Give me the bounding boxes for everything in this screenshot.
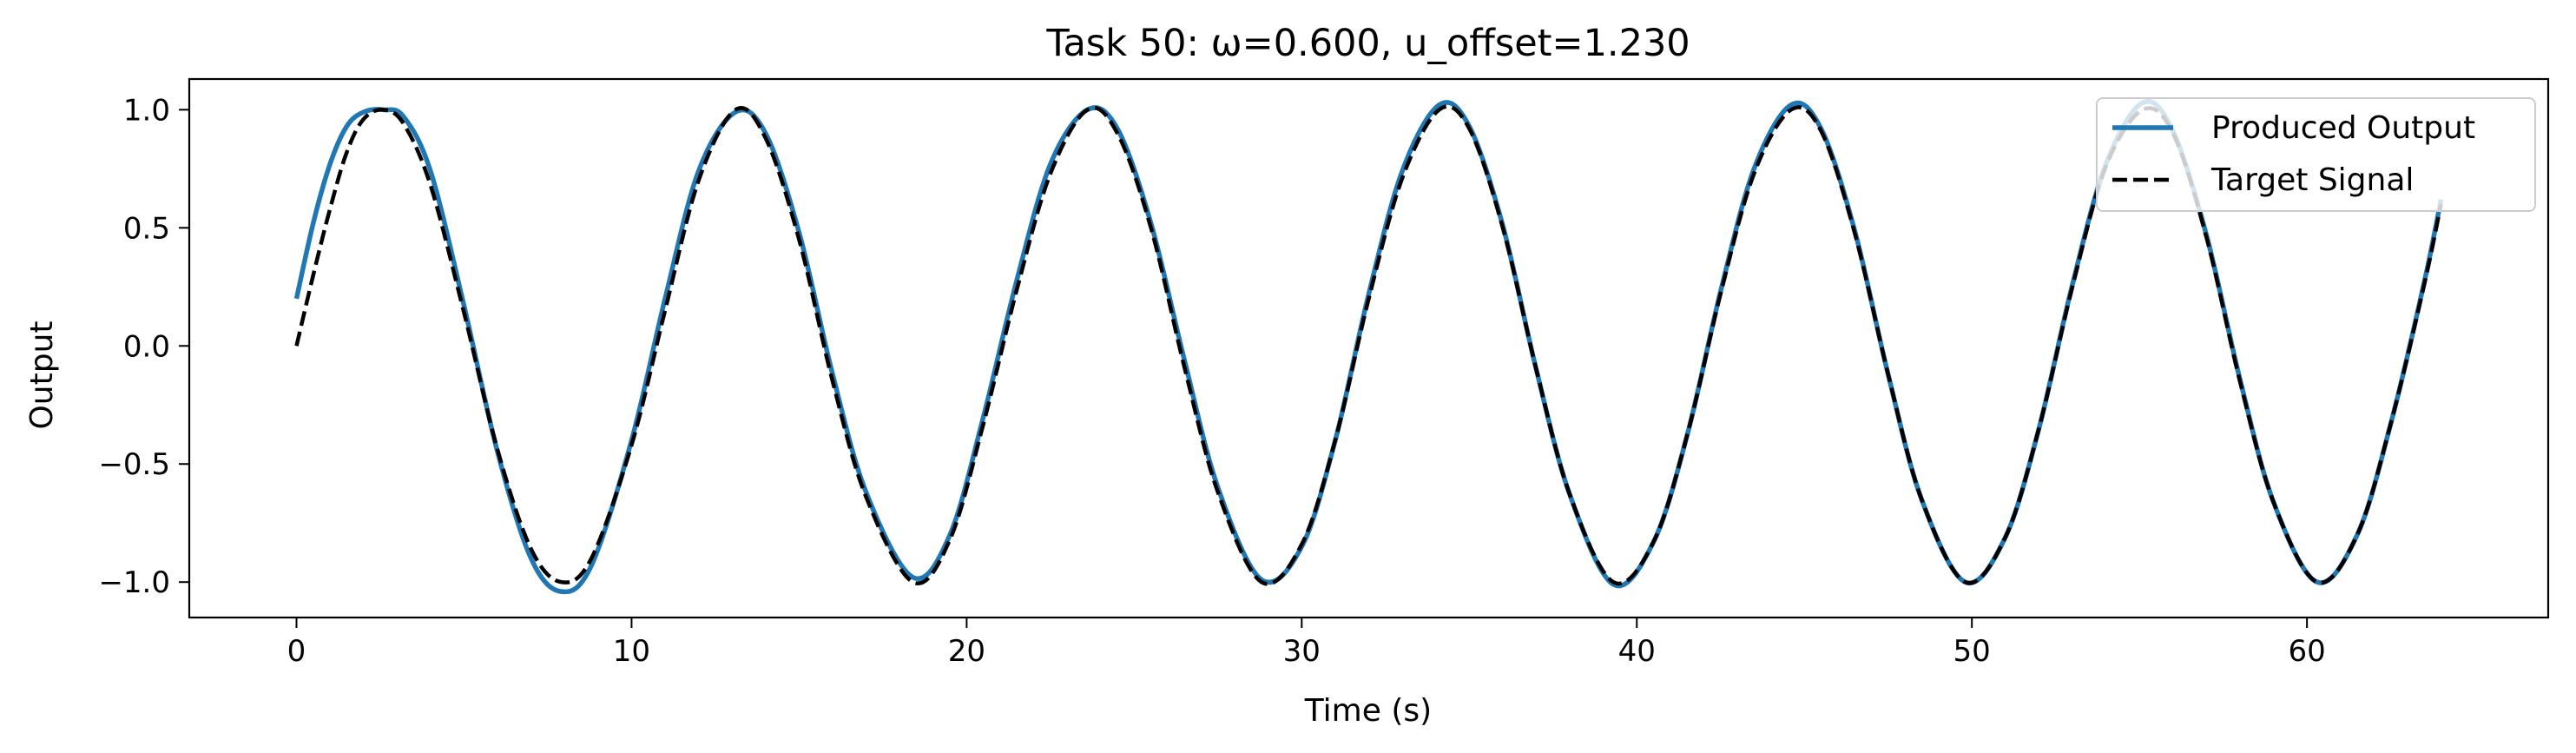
plot-area <box>188 77 2550 619</box>
x-axis-label: Time (s) <box>1304 693 1432 729</box>
x-tick-label: 0 <box>287 634 306 669</box>
x-tick-label: 50 <box>1953 634 1991 669</box>
y-tick-label: 0.0 <box>123 329 170 364</box>
x-axis: 0 10 20 30 40 50 60 <box>287 618 2326 669</box>
y-tick-label: 1.0 <box>123 93 170 128</box>
legend-label: Target Signal <box>2210 162 2414 198</box>
series-target-signal-line <box>294 104 2443 586</box>
series-produced-output-line <box>293 98 2444 595</box>
y-tick-label: 0.5 <box>123 211 170 246</box>
x-tick-label: 60 <box>2288 634 2325 669</box>
legend-label: Produced Output <box>2211 110 2475 146</box>
x-tick-label: 10 <box>613 634 650 669</box>
legend-box <box>2096 97 2536 212</box>
x-tick-label: 40 <box>1618 634 1656 669</box>
y-axis-label: Output <box>24 320 60 429</box>
x-tick-label: 20 <box>948 634 985 669</box>
x-tick-label: 30 <box>1283 634 1321 669</box>
y-axis: 1.0 0.5 0.0 −0.5 −1.0 <box>98 93 189 600</box>
plot-frame <box>188 77 2550 619</box>
chart-title: Task 50: ω=0.600, u_offset=1.230 <box>1045 22 1690 65</box>
legend: Produced Output Target Signal <box>2096 97 2536 212</box>
y-tick-label: −0.5 <box>98 447 170 482</box>
y-tick-label: −1.0 <box>98 565 170 600</box>
